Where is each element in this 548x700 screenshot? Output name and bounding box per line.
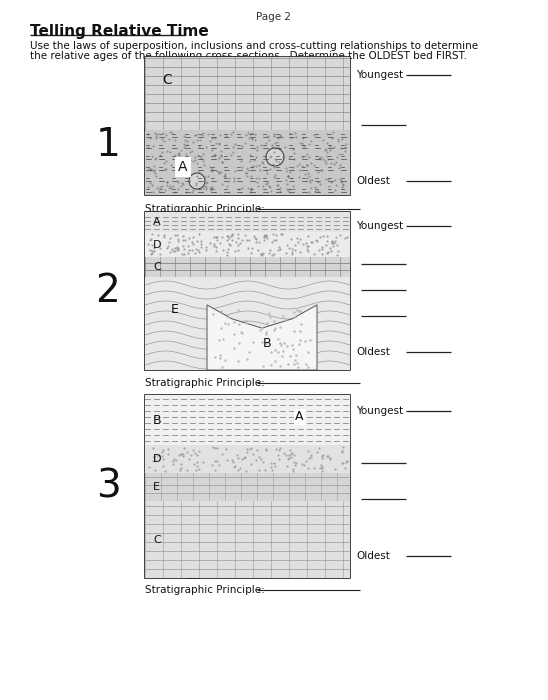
Text: 3: 3 <box>95 468 121 506</box>
Text: 2: 2 <box>95 272 121 310</box>
Circle shape <box>287 103 307 123</box>
Text: C: C <box>153 535 161 545</box>
Text: Youngest: Youngest <box>356 70 403 80</box>
Circle shape <box>189 173 205 189</box>
Text: A: A <box>178 160 188 174</box>
Bar <box>145 212 350 370</box>
Text: Telling Relative Time: Telling Relative Time <box>30 24 209 39</box>
Text: C: C <box>162 73 172 87</box>
Text: A: A <box>153 217 161 227</box>
Bar <box>145 395 350 578</box>
Text: Stratigraphic Principle:: Stratigraphic Principle: <box>145 585 265 595</box>
Text: Stratigraphic Principle:: Stratigraphic Principle: <box>145 378 265 388</box>
Circle shape <box>303 133 323 153</box>
Text: E: E <box>171 303 179 316</box>
Text: B: B <box>238 108 246 122</box>
Text: Oldest: Oldest <box>356 176 390 186</box>
Text: the relative ages of the following cross-sections.  Determine the OLDEST bed FIR: the relative ages of the following cross… <box>30 51 467 61</box>
Text: B: B <box>153 414 162 426</box>
Text: Use the laws of superposition, inclusions and cross-cutting relationships to det: Use the laws of superposition, inclusion… <box>30 41 478 51</box>
Text: Youngest: Youngest <box>356 221 403 231</box>
Text: Page 2: Page 2 <box>256 12 292 22</box>
Text: B: B <box>262 337 271 351</box>
Text: C: C <box>153 262 161 272</box>
Text: Oldest: Oldest <box>356 551 390 561</box>
Text: Oldest: Oldest <box>356 347 390 357</box>
Polygon shape <box>207 305 317 370</box>
Text: Stratigraphic Principle:: Stratigraphic Principle: <box>145 204 265 214</box>
Polygon shape <box>187 440 203 578</box>
Text: Youngest: Youngest <box>356 406 403 416</box>
Text: D: D <box>153 240 162 250</box>
Text: E: E <box>153 482 160 492</box>
Text: 1: 1 <box>95 126 121 164</box>
Text: D: D <box>153 454 162 464</box>
Circle shape <box>266 148 284 166</box>
Polygon shape <box>213 57 263 195</box>
Bar <box>145 57 350 195</box>
Text: A: A <box>295 410 304 424</box>
